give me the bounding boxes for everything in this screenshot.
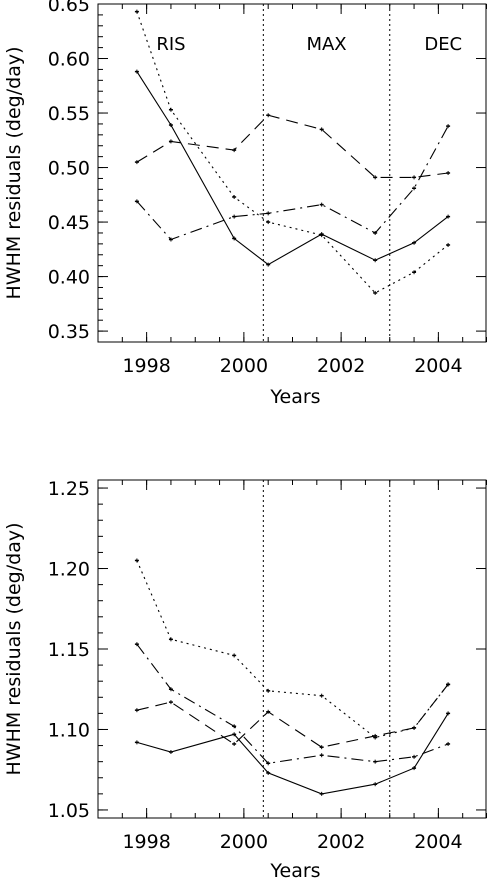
x-axis-title: Years (269, 860, 320, 880)
x-tick-label: 1998 (122, 355, 170, 377)
series-line-dotted (136, 11, 449, 294)
x-tick-label: 2002 (317, 355, 365, 377)
y-tick-label: 1.15 (48, 639, 90, 661)
y-tick-label: 1.05 (48, 800, 90, 822)
plot-frame (97, 479, 487, 819)
y-tick-label: 0.55 (48, 103, 90, 125)
y-tick-label: 0.40 (48, 267, 90, 289)
series-line-solid (136, 71, 449, 266)
x-tick-label: 2002 (317, 831, 365, 853)
y-tick-label: 0.50 (48, 158, 90, 180)
y-axis-title: HWHM residuals (deg/day) (3, 46, 25, 299)
y-tick-label: 0.65 (48, 0, 90, 16)
phase-label-dec: DEC (424, 34, 462, 55)
y-tick-label: 1.20 (48, 559, 90, 581)
y-axis-title: HWHM residuals (deg/day) (3, 522, 25, 775)
series-line-dashdot (136, 125, 449, 241)
y-tick-label: 0.35 (48, 321, 90, 343)
series-line-solid (136, 713, 449, 795)
x-tick-label: 2000 (220, 355, 268, 377)
y-tick-label: 0.45 (48, 212, 90, 234)
series-line-dashed (136, 114, 449, 178)
x-axis-title: Years (269, 386, 320, 408)
y-tick-label: 0.60 (48, 49, 90, 71)
x-tick-label: 2004 (414, 355, 462, 377)
phase-label-max: MAX (306, 34, 346, 55)
series-line-dotted (136, 560, 449, 739)
series-line-dashed (136, 684, 449, 748)
y-tick-label: 1.25 (48, 478, 90, 500)
x-tick-label: 2000 (220, 831, 268, 853)
chart-panel-1: 0.35 0.40 0.45 0.50 0.55 0.60 0.65 1998 2000 2002… (3, 0, 487, 408)
x-tick-label: 2004 (414, 831, 462, 853)
x-tick-label: 1998 (122, 831, 170, 853)
phase-label-ris: RIS (156, 34, 185, 55)
y-tick-label: 1.10 (48, 719, 90, 741)
series-line-dashdot (136, 643, 449, 764)
chart-panel-2: 1.05 1.10 1.15 1.20 1.25 1998 2000 2002 2004 Year… (3, 478, 487, 880)
